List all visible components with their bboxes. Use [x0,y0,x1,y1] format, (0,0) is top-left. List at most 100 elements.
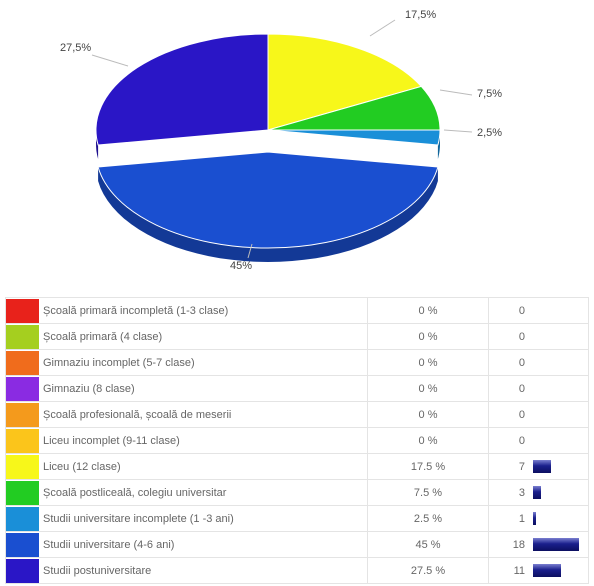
pie-leader-line [439,89,473,96]
row-percent: 0 % [367,349,489,376]
count-bar [533,564,561,577]
row-percent: 0 % [367,401,489,428]
color-swatch [6,506,39,531]
pie-data-label: 2,5% [477,127,502,139]
pie-data-label: 45% [230,260,252,272]
table-row: Școală profesională, școală de meserii 0 … [5,401,589,428]
row-percent: 2.5 % [367,505,489,532]
pie-slice [95,33,269,146]
row-swatch [5,323,39,350]
table-row: Liceu (12 clase) 17.5 % 7 [5,453,589,480]
row-count-cell: 0 [488,323,589,350]
row-percent: 0 % [367,297,489,324]
color-swatch [6,376,39,401]
row-swatch [5,531,39,558]
row-swatch [5,401,39,428]
count-bar [533,512,536,525]
color-swatch [6,558,39,583]
color-swatch [6,402,39,427]
row-label: Liceu (12 clase) [39,453,368,480]
row-count-cell: 7 [488,453,589,480]
pie-leader-line [247,243,253,259]
count-bar [533,460,551,473]
color-swatch [6,428,39,453]
pie-slice [267,33,423,131]
row-count-cell: 11 [488,557,589,584]
pie-data-label: 27,5% [60,42,91,54]
row-count: 7 [518,460,525,473]
row-count-cell: 0 [488,375,589,402]
row-count: 0 [518,304,525,317]
pie-chart: 17,5% 7,5% 2,5% 45% 27,5% [0,0,594,280]
row-count: 0 [518,434,525,447]
table-row: Liceu incomplet (9-11 clase) 0 % 0 [5,427,589,454]
row-label: Studii postuniversitare [39,557,368,584]
color-swatch [6,532,39,557]
table-row: Studii postuniversitare 27.5 % 11 [5,557,589,584]
pie-data-label: 7,5% [477,88,502,100]
stats-table-body: Școală primară incompletă (1-3 clase) 0 %… [5,297,589,584]
pie-leader-line [369,19,396,37]
table-row: Școală postliceală, colegiu universitar 7… [5,479,589,506]
color-swatch [6,454,39,479]
row-percent: 7.5 % [367,479,489,506]
table-row: Gimnaziu (8 clase) 0 % 0 [5,375,589,402]
row-label: Liceu incomplet (9-11 clase) [39,427,368,454]
row-label: Școală primară incompletă (1-3 clase) [39,297,368,324]
row-label: Gimnaziu incomplet (5-7 clase) [39,349,368,376]
row-count-cell: 3 [488,479,589,506]
row-swatch [5,557,39,584]
row-percent: 17.5 % [367,453,489,480]
pie-slice-side [437,130,440,159]
pie-slice [97,151,439,249]
row-swatch [5,479,39,506]
row-swatch [5,375,39,402]
row-count: 0 [518,408,525,421]
table-row: Școală primară (4 clase) 0 % 0 [5,323,589,350]
table-row: Studii universitare (4-6 ani) 45 % 18 [5,531,589,558]
stats-table: Școală primară incompletă (1-3 clase) 0 %… [5,297,589,584]
row-swatch [5,297,39,324]
row-count: 0 [518,382,525,395]
row-count: 11 [513,564,525,577]
row-count-cell: 0 [488,401,589,428]
row-swatch [5,349,39,376]
row-count: 0 [518,356,525,369]
row-percent: 0 % [367,323,489,350]
pie-data-label: 17,5% [405,9,436,21]
color-swatch [6,350,39,375]
row-swatch [5,505,39,532]
color-swatch [6,480,39,505]
count-bar [533,538,579,551]
row-count-cell: 1 [488,505,589,532]
table-row: Studii universitare incomplete (1 -3 ani… [5,505,589,532]
row-label: Școală primară (4 clase) [39,323,368,350]
row-count-cell: 0 [488,427,589,454]
table-row: Gimnaziu incomplet (5-7 clase) 0 % 0 [5,349,589,376]
row-percent: 0 % [367,427,489,454]
row-count: 18 [512,538,525,551]
row-percent: 27.5 % [367,557,489,584]
row-label: Studii universitare (4-6 ani) [39,531,368,558]
row-percent: 45 % [367,531,489,558]
row-label: Școală postliceală, colegiu universitar [39,479,368,506]
count-bar [533,486,541,499]
pie-leader-line [443,129,473,133]
row-swatch [5,427,39,454]
color-swatch [6,298,39,323]
row-count-cell: 0 [488,349,589,376]
row-percent: 0 % [367,375,489,402]
pie-slice [267,129,441,146]
row-count: 3 [518,486,525,499]
row-swatch [5,453,39,480]
pie-chart-svg: 17,5% 7,5% 2,5% 45% 27,5% [60,9,502,272]
row-label: Gimnaziu (8 clase) [39,375,368,402]
row-count-cell: 0 [488,297,589,324]
table-row: Școală primară incompletă (1-3 clase) 0 %… [5,297,589,324]
color-swatch [6,324,39,349]
row-count: 0 [518,330,525,343]
row-label: Studii universitare incomplete (1 -3 ani… [39,505,368,532]
row-count: 1 [518,512,525,525]
pie-slice-side [98,167,438,262]
row-label: Școală profesională, școală de meserii [39,401,368,428]
